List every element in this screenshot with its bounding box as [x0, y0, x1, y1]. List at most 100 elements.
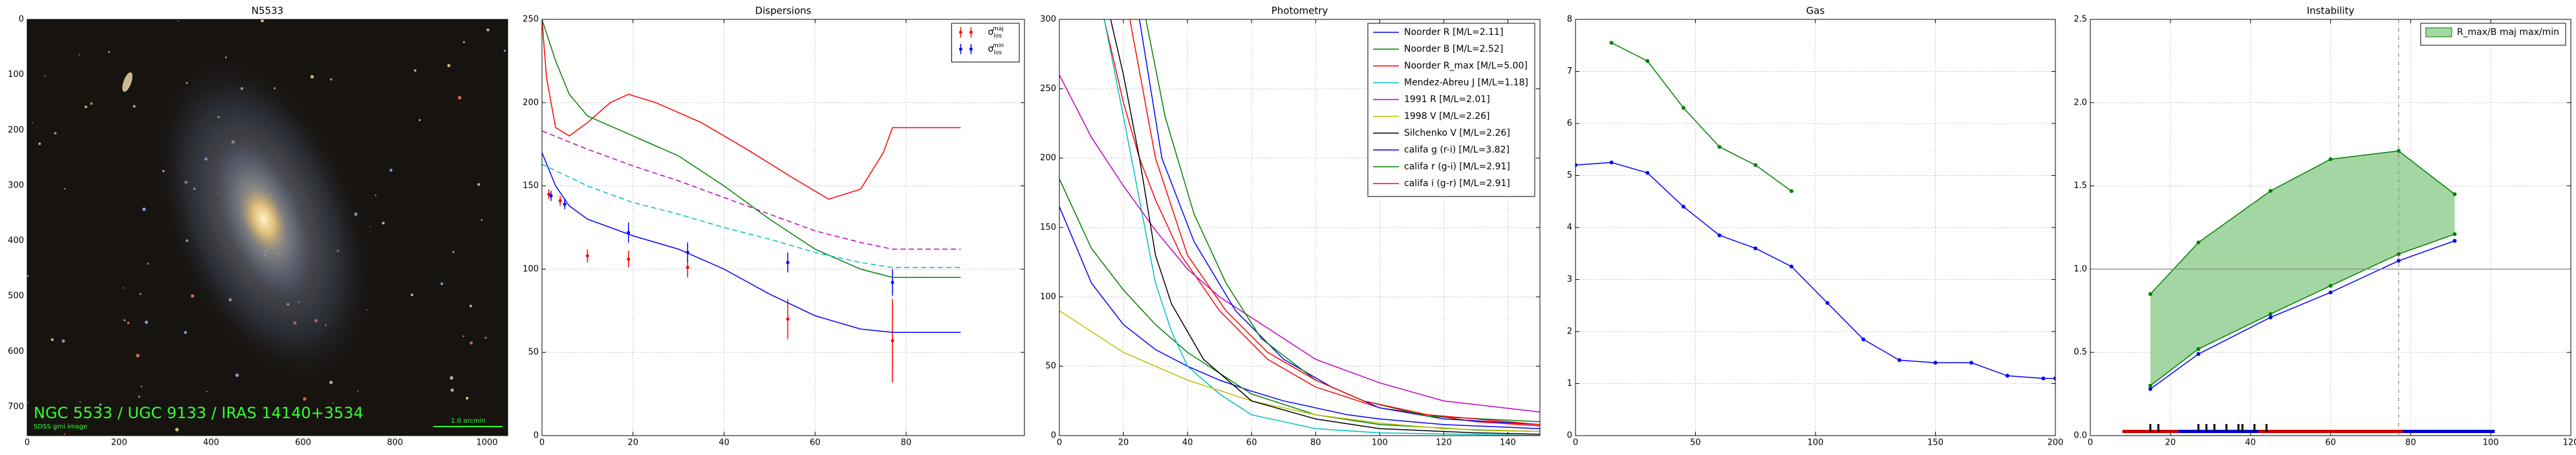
star: [142, 207, 146, 211]
y-tick-label: 700: [8, 402, 24, 412]
band: [2178, 430, 2259, 433]
star: [27, 275, 29, 277]
legend-label: R_max/B maj max/min: [2457, 27, 2559, 37]
star: [184, 331, 187, 334]
star: [147, 262, 149, 265]
marker: [1609, 160, 1614, 165]
point: [786, 260, 790, 264]
series-line: [1059, 206, 1540, 430]
x-tick-label: 20: [2165, 438, 2176, 448]
marker: [1609, 41, 1614, 45]
legend-label-part: min: [993, 43, 1004, 49]
x-tick-label: 120: [2563, 438, 2576, 448]
legend-label: Noorder R [M/L=2.11]: [1404, 27, 1503, 37]
y-tick-label: 150: [1040, 223, 1056, 233]
star: [50, 338, 54, 341]
star: [466, 396, 469, 400]
x-tick-label: 40: [1182, 438, 1193, 448]
x-tick-label: 0: [1057, 438, 1062, 448]
marker: [2268, 315, 2273, 320]
position-marker: [2213, 424, 2216, 432]
x-tick-label: 140: [1500, 438, 1516, 448]
y-tick-label: 300: [8, 180, 24, 190]
star: [484, 336, 487, 339]
y-tick-label: 200: [8, 125, 24, 135]
band: [2402, 430, 2495, 433]
point: [627, 231, 631, 235]
legend-label: σlosmaj: [988, 26, 1003, 39]
y-tick-label: 0: [19, 15, 24, 25]
y-tick-label: 150: [523, 181, 539, 191]
plot-marks: [1575, 41, 2055, 381]
y-tick-label: 2.0: [2073, 98, 2087, 107]
marker: [2148, 383, 2152, 388]
point: [686, 266, 689, 270]
series-line: [542, 130, 961, 250]
marker: [1753, 163, 1758, 167]
marker: [2452, 238, 2457, 243]
star: [175, 427, 179, 432]
axes-frame: [541, 19, 1025, 436]
legend-box: [1367, 23, 1535, 197]
y-tick-label: 1: [1567, 379, 1572, 388]
y-tick-label: 0: [534, 431, 539, 441]
y-tick-label: 250: [1040, 84, 1056, 94]
y-tick-label: 2: [1567, 327, 1572, 337]
star: [369, 226, 371, 228]
star: [84, 105, 87, 109]
star: [177, 20, 179, 22]
legend-label-part: Noorder R_max [M/L=5.00]: [1404, 61, 1528, 71]
legend-swatch: [958, 30, 962, 34]
y-tick-label: 1.0: [2073, 264, 2087, 274]
legend-label-part: R_max/B maj max/min: [2457, 27, 2559, 37]
x-tick-label: 50: [1690, 438, 1701, 448]
position-marker: [2265, 424, 2268, 432]
marker: [2196, 352, 2201, 356]
point: [563, 202, 567, 206]
x-tick-label: 0: [25, 438, 30, 448]
star: [138, 396, 141, 398]
chart-title: Photometry: [1272, 5, 1328, 17]
x-tick-label: 100: [1808, 438, 1824, 448]
y-tick-label: 50: [1045, 361, 1056, 371]
star: [127, 321, 130, 324]
star: [99, 403, 102, 406]
legend-label-part: califa i (g-r) [M/L=2.91]: [1404, 178, 1510, 189]
star: [481, 219, 482, 221]
marker: [2148, 386, 2152, 391]
marker: [1825, 301, 1830, 305]
y-tick-label: 7: [1567, 67, 1572, 76]
marker: [1681, 204, 1685, 209]
marker: [2196, 347, 2201, 352]
x-tick-label: 80: [901, 438, 912, 448]
marker: [2328, 284, 2333, 288]
x-tick-label: 20: [627, 438, 638, 448]
y-tick-label: 0: [1567, 431, 1572, 441]
legend-label-part: califa r (g-i) [M/L=2.91]: [1404, 162, 1510, 172]
point: [558, 199, 562, 203]
legend-swatch: [969, 30, 973, 34]
star: [462, 41, 465, 43]
marker: [2041, 376, 2046, 381]
star: [503, 49, 506, 52]
legend-label: califa i (g-r) [M/L=2.91]: [1404, 178, 1510, 189]
star: [382, 221, 385, 225]
star: [144, 321, 148, 324]
point: [786, 317, 790, 321]
y-tick-label: 6: [1567, 119, 1572, 129]
legend-label: σlosmin: [988, 43, 1004, 56]
star: [458, 96, 462, 100]
marker: [2328, 157, 2333, 162]
chart-title: Gas: [1806, 5, 1825, 17]
marker: [1897, 358, 1901, 363]
band: [2258, 430, 2403, 433]
axes-frame: [1059, 19, 1541, 436]
x-tick-label: 1000: [476, 438, 497, 448]
legend: Noorder R [M/L=2.11] Noorder B [M/L=2.52]…: [1367, 23, 1535, 197]
plot-area: [542, 19, 1024, 436]
x-tick-label: 200: [111, 438, 127, 448]
marker: [2005, 374, 2009, 378]
y-tick-label: 0.5: [2073, 348, 2087, 357]
chart-title: Dispersions: [755, 5, 812, 17]
galaxy-core: [241, 187, 287, 251]
